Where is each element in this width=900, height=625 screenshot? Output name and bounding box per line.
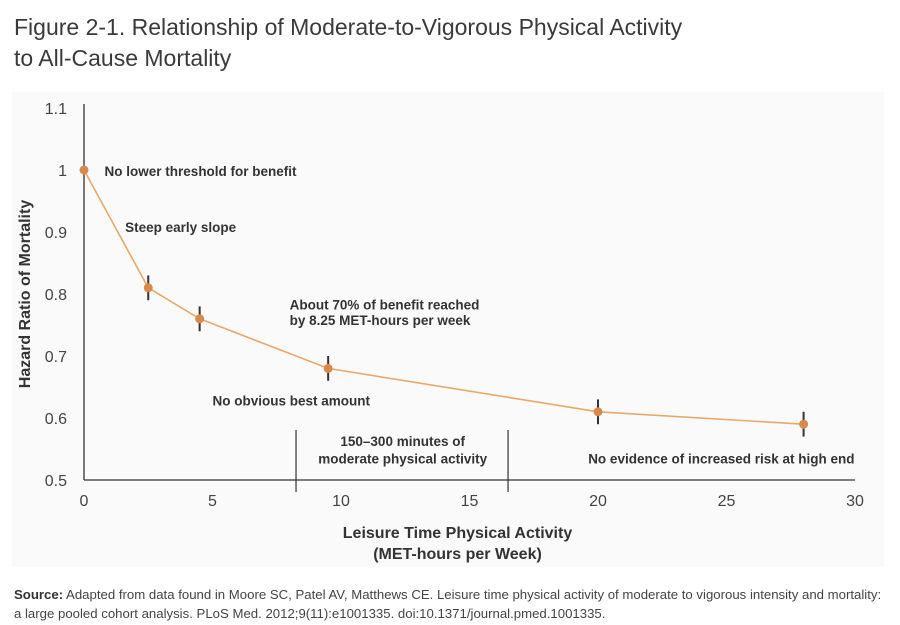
data-point <box>799 419 809 429</box>
figure-title: Figure 2-1. Relationship of Moderate-to-… <box>14 12 874 74</box>
source-note: Source: Adapted from data found in Moore… <box>14 585 889 623</box>
chart-background <box>12 92 884 567</box>
y-tick-label: 0.7 <box>45 349 67 366</box>
y-tick-label: 1 <box>58 163 67 180</box>
reference-lines <box>295 430 509 492</box>
x-tick-label: 5 <box>208 493 217 510</box>
chart-svg: 0 5 10 15 20 25 30 0.5 0.6 0.7 0.8 0.9 1 1.1 No lower… <box>17 101 864 563</box>
x-tick-label: 10 <box>332 493 350 510</box>
annotation-label: Steep early slope <box>125 220 237 235</box>
annotation-label: About 70% of benefit reached <box>290 298 480 313</box>
chart-axes: 0 5 10 15 20 25 30 0.5 0.6 0.7 0.8 0.9 1 1.1 <box>45 101 864 510</box>
data-point <box>195 314 205 324</box>
y-tick-label: 0.8 <box>45 287 67 304</box>
x-axis-title-line2: (MET-hours per Week) <box>373 546 542 563</box>
annotation-label: by 8.25 MET-hours per week <box>290 313 471 328</box>
annotation-label: 150–300 minutes of <box>340 434 465 449</box>
annotation-label: No lower threshold for benefit <box>105 164 298 179</box>
data-point <box>143 283 153 293</box>
data-point <box>79 165 89 175</box>
x-tick-label: 15 <box>461 493 479 510</box>
x-tick-label: 0 <box>80 493 89 510</box>
figure-title-line1: Figure 2-1. Relationship of Moderate-to-… <box>14 14 683 40</box>
x-tick-label: 20 <box>589 493 607 510</box>
x-tick-label: 25 <box>718 493 736 510</box>
data-point <box>323 363 333 373</box>
y-tick-label: 0.5 <box>45 473 67 490</box>
chart-series <box>79 165 809 437</box>
chart-annotations: No lower threshold for benefit Steep earl… <box>105 164 855 466</box>
source-text: Adapted from data found in Moore SC, Pat… <box>14 587 882 621</box>
x-tick-label: 30 <box>846 493 864 510</box>
figure-title-line2: to All-Cause Mortality <box>14 45 232 71</box>
y-tick-label: 1.1 <box>45 101 67 118</box>
y-tick-label: 0.9 <box>45 225 67 242</box>
y-tick-label: 0.6 <box>45 411 67 428</box>
y-axis-title: Hazard Ratio of Mortality <box>17 200 34 389</box>
annotation-label: moderate physical activity <box>318 451 487 466</box>
annotation-label: No evidence of increased risk at high en… <box>588 451 854 466</box>
x-axis-title-line1: Leisure Time Physical Activity <box>343 525 573 542</box>
annotation-label: No obvious best amount <box>213 394 371 409</box>
source-label: Source: <box>14 587 64 602</box>
series-line <box>83 169 804 425</box>
data-point <box>593 407 603 417</box>
